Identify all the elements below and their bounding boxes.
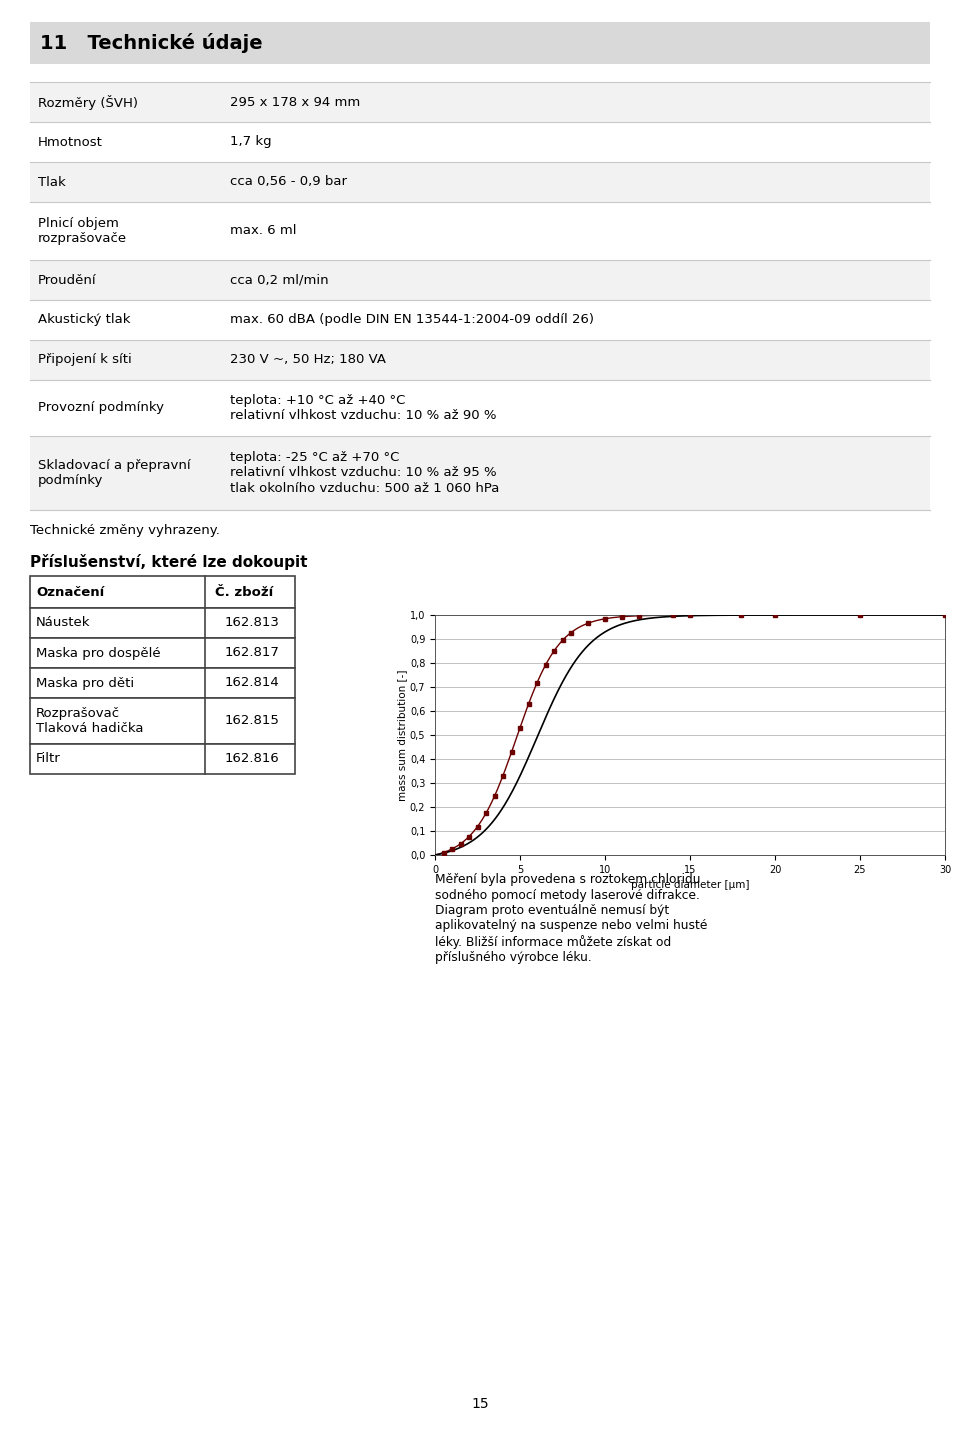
Text: 230 V ~, 50 Hz; 180 VA: 230 V ~, 50 Hz; 180 VA <box>230 354 386 367</box>
Bar <box>30 379 930 435</box>
Text: relativní vlhkost vzduchu: 10 % až 90 %: relativní vlhkost vzduchu: 10 % až 90 % <box>230 410 496 422</box>
Text: Tlaková hadička: Tlaková hadička <box>36 722 143 735</box>
Bar <box>30 576 295 609</box>
Text: tlak okolního vzduchu: 500 až 1 060 hPa: tlak okolního vzduchu: 500 až 1 060 hPa <box>230 481 499 494</box>
Bar <box>30 609 295 639</box>
Bar <box>30 639 295 667</box>
Text: Připojení k síti: Připojení k síti <box>38 354 132 367</box>
Text: max. 6 ml: max. 6 ml <box>230 225 297 238</box>
Text: relativní vlhkost vzduchu: 10 % až 95 %: relativní vlhkost vzduchu: 10 % až 95 % <box>230 467 496 480</box>
X-axis label: particle diameter [μm]: particle diameter [μm] <box>631 881 749 891</box>
Text: cca 0,56 - 0,9 bar: cca 0,56 - 0,9 bar <box>230 176 347 189</box>
Bar <box>30 202 930 261</box>
Text: sodného pomocí metody laserové difrakce.: sodného pomocí metody laserové difrakce. <box>435 888 700 902</box>
Text: Tlak: Tlak <box>38 176 65 189</box>
Text: 162.817: 162.817 <box>225 646 280 660</box>
Text: Maska pro děti: Maska pro děti <box>36 676 134 689</box>
Text: Diagram proto eventuálně nemusí být: Diagram proto eventuálně nemusí být <box>435 904 669 916</box>
Text: 11   Technické údaje: 11 Technické údaje <box>40 33 263 53</box>
Text: teplota: -25 °C až +70 °C: teplota: -25 °C až +70 °C <box>230 451 399 464</box>
Text: 1,7 kg: 1,7 kg <box>230 136 272 149</box>
Bar <box>30 122 930 162</box>
Text: Hmotnost: Hmotnost <box>38 136 103 149</box>
Text: Rozprašovač: Rozprašovač <box>36 707 120 720</box>
Text: 15: 15 <box>471 1398 489 1411</box>
Bar <box>30 261 930 299</box>
Text: Plnicí objem: Plnicí objem <box>38 218 119 231</box>
Text: Označení: Označení <box>36 586 105 599</box>
Text: rozprašovače: rozprašovače <box>38 232 127 245</box>
Bar <box>30 697 295 745</box>
Text: Rozměry (ŠVH): Rozměry (ŠVH) <box>38 95 138 109</box>
Text: max. 60 dBA (podle DIN EN 13544-1:2004-09 oddíl 26): max. 60 dBA (podle DIN EN 13544-1:2004-0… <box>230 314 594 326</box>
Text: Skladovací a přepravní: Skladovací a přepravní <box>38 460 191 473</box>
Text: 162.814: 162.814 <box>225 676 279 689</box>
Text: Proudění: Proudění <box>38 274 97 286</box>
Bar <box>30 21 930 64</box>
Text: podmínky: podmínky <box>38 474 104 487</box>
Text: 162.813: 162.813 <box>225 617 280 630</box>
Bar <box>30 339 930 379</box>
Text: Provozní podmínky: Provozní podmínky <box>38 401 164 414</box>
Text: Náustek: Náustek <box>36 617 90 630</box>
Text: aplikovatelný na suspenze nebo velmi husté: aplikovatelný na suspenze nebo velmi hus… <box>435 919 708 932</box>
Text: Technické změny vyhrazeny.: Technické změny vyhrazeny. <box>30 524 220 537</box>
Text: 295 x 178 x 94 mm: 295 x 178 x 94 mm <box>230 96 360 109</box>
Text: Č. zboží: Č. zboží <box>215 586 274 599</box>
Bar <box>30 299 930 339</box>
Text: Filtr: Filtr <box>36 752 60 766</box>
Y-axis label: mass sum distribution [-]: mass sum distribution [-] <box>397 669 407 800</box>
Text: teplota: +10 °C až +40 °C: teplota: +10 °C až +40 °C <box>230 394 405 407</box>
Bar <box>30 435 930 510</box>
Text: Maska pro dospělé: Maska pro dospělé <box>36 646 160 660</box>
Text: Příslušenství, které lze dokoupit: Příslušenství, které lze dokoupit <box>30 554 307 570</box>
Text: léky. Bližší informace můžete získat od: léky. Bližší informace můžete získat od <box>435 935 671 949</box>
Text: cca 0,2 ml/min: cca 0,2 ml/min <box>230 274 328 286</box>
Text: 162.816: 162.816 <box>225 752 279 766</box>
Bar <box>30 162 930 202</box>
Text: Měření byla provedena s roztokem chloridu: Měření byla provedena s roztokem chlorid… <box>435 874 701 886</box>
Bar <box>30 82 930 122</box>
Text: příslušného výrobce léku.: příslušného výrobce léku. <box>435 951 591 964</box>
Bar <box>30 667 295 697</box>
Bar <box>30 745 295 775</box>
Text: Akustický tlak: Akustický tlak <box>38 314 131 326</box>
Text: 162.815: 162.815 <box>225 715 280 727</box>
